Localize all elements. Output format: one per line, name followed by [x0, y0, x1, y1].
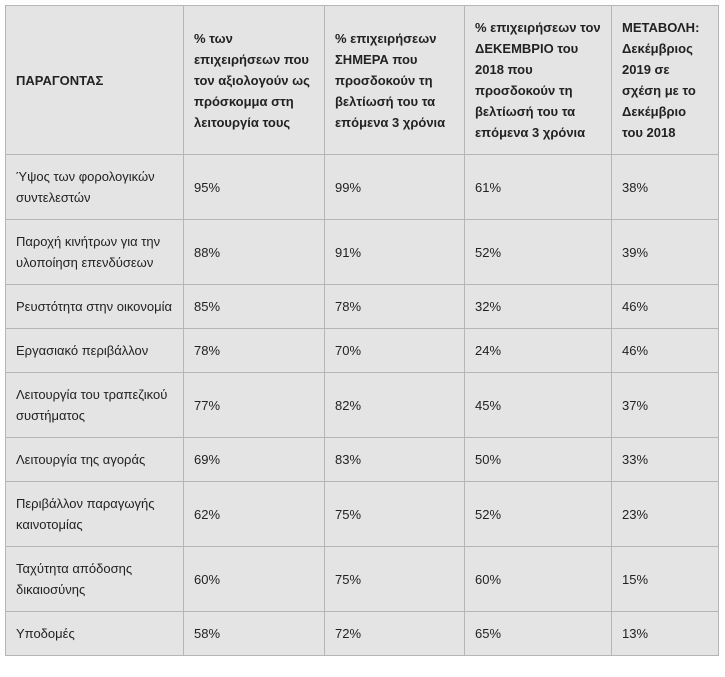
value-cell: 83%: [324, 437, 465, 482]
value-cell: 65%: [464, 611, 612, 656]
factor-name-cell: Λειτουργία του τραπεζικού συστήματος: [5, 372, 184, 438]
value-cell: 95%: [183, 154, 325, 220]
value-cell: 61%: [464, 154, 612, 220]
table-row: Υποδομές 58% 72% 65% 13%: [5, 611, 719, 656]
value-cell: 24%: [464, 328, 612, 373]
value-cell: 78%: [183, 328, 325, 373]
table-row: Περιβάλλον παραγωγής καινοτομίας 62% 75%…: [5, 481, 719, 547]
value-cell: 15%: [611, 546, 719, 612]
factor-name-cell: Περιβάλλον παραγωγής καινοτομίας: [5, 481, 184, 547]
value-cell: 91%: [324, 219, 465, 285]
factor-name-cell: Λειτουργία της αγοράς: [5, 437, 184, 482]
value-cell: 37%: [611, 372, 719, 438]
value-cell: 46%: [611, 284, 719, 329]
value-cell: 75%: [324, 481, 465, 547]
table-row: Λειτουργία του τραπεζικού συστήματος 77%…: [5, 372, 719, 438]
value-cell: 69%: [183, 437, 325, 482]
table-row: Ύψος των φορολογικών συντελεστών 95% 99%…: [5, 154, 719, 220]
value-cell: 60%: [464, 546, 612, 612]
column-header-obstacle-pct: % των επιχειρήσεων που τον αξιολογούν ως…: [183, 5, 325, 155]
value-cell: 72%: [324, 611, 465, 656]
column-header-dec2018-expectation-pct: % επιχειρήσεων τον ΔΕΚΕΜΒΡΙΟ του 2018 πο…: [464, 5, 612, 155]
column-header-change: ΜΕΤΑΒΟΛΗ: Δεκέμβριος 2019 σε σχέση με το…: [611, 5, 719, 155]
value-cell: 46%: [611, 328, 719, 373]
value-cell: 33%: [611, 437, 719, 482]
table-row: Ρευστότητα στην οικονομία 85% 78% 32% 46…: [5, 284, 719, 329]
value-cell: 45%: [464, 372, 612, 438]
value-cell: 85%: [183, 284, 325, 329]
value-cell: 13%: [611, 611, 719, 656]
value-cell: 82%: [324, 372, 465, 438]
factor-name-cell: Ρευστότητα στην οικονομία: [5, 284, 184, 329]
value-cell: 78%: [324, 284, 465, 329]
value-cell: 88%: [183, 219, 325, 285]
table-row: Ταχύτητα απόδοσης δικαιοσύνης 60% 75% 60…: [5, 546, 719, 612]
value-cell: 38%: [611, 154, 719, 220]
factor-name-cell: Ταχύτητα απόδοσης δικαιοσύνης: [5, 546, 184, 612]
column-header-factor: ΠΑΡΑΓΟΝΤΑΣ: [5, 5, 184, 155]
value-cell: 75%: [324, 546, 465, 612]
value-cell: 32%: [464, 284, 612, 329]
table-row: Εργασιακό περιβάλλον 78% 70% 24% 46%: [5, 328, 719, 373]
value-cell: 60%: [183, 546, 325, 612]
value-cell: 52%: [464, 219, 612, 285]
value-cell: 77%: [183, 372, 325, 438]
value-cell: 23%: [611, 481, 719, 547]
value-cell: 50%: [464, 437, 612, 482]
value-cell: 58%: [183, 611, 325, 656]
value-cell: 52%: [464, 481, 612, 547]
factor-name-cell: Εργασιακό περιβάλλον: [5, 328, 184, 373]
factor-name-cell: Ύψος των φορολογικών συντελεστών: [5, 154, 184, 220]
value-cell: 39%: [611, 219, 719, 285]
table-header-row: ΠΑΡΑΓΟΝΤΑΣ % των επιχειρήσεων που τον αξ…: [5, 5, 719, 155]
factor-name-cell: Υποδομές: [5, 611, 184, 656]
factor-name-cell: Παροχή κινήτρων για την υλοποίηση επενδύ…: [5, 219, 184, 285]
value-cell: 70%: [324, 328, 465, 373]
value-cell: 62%: [183, 481, 325, 547]
value-cell: 99%: [324, 154, 465, 220]
factors-table: ΠΑΡΑΓΟΝΤΑΣ % των επιχειρήσεων που τον αξ…: [5, 5, 719, 656]
table-row: Λειτουργία της αγοράς 69% 83% 50% 33%: [5, 437, 719, 482]
column-header-today-expectation-pct: % επιχειρήσεων ΣΗΜΕΡΑ που προσδοκούν τη …: [324, 5, 465, 155]
table-row: Παροχή κινήτρων για την υλοποίηση επενδύ…: [5, 219, 719, 285]
